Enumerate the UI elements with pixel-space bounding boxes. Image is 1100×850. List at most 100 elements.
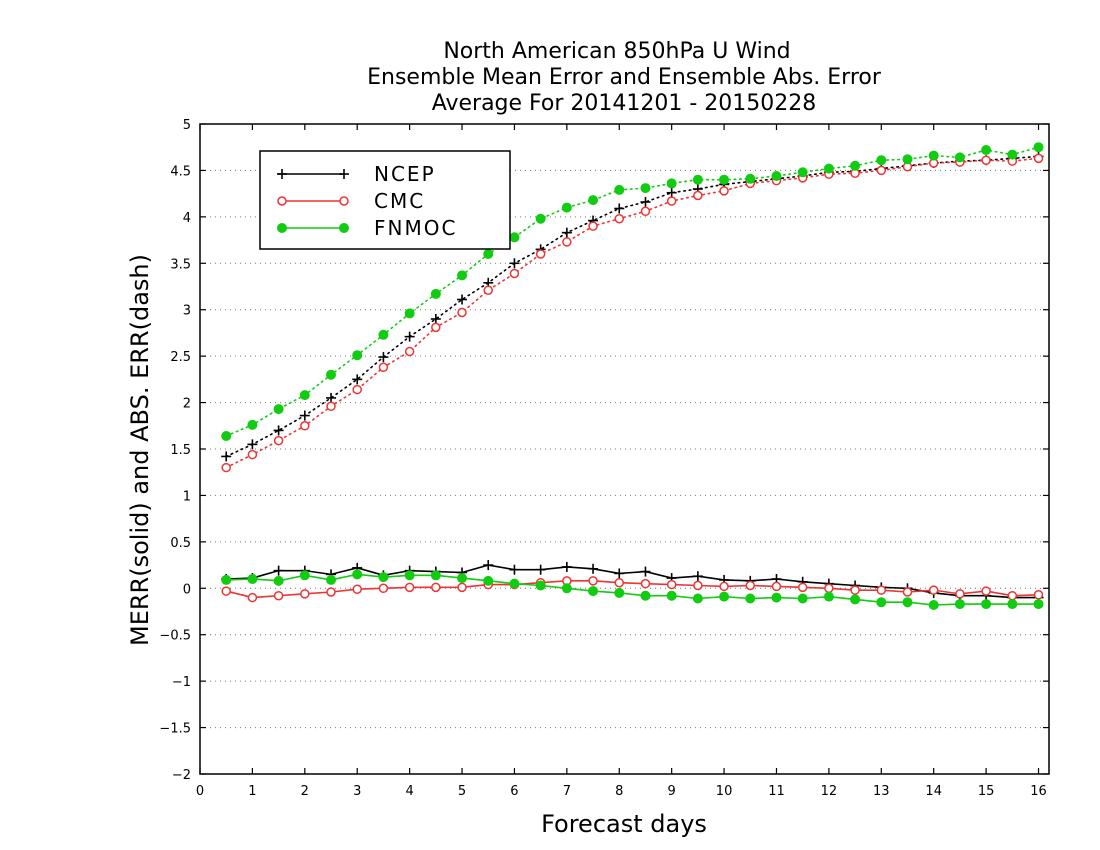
point-fnmoc-merr (876, 597, 887, 608)
point-cmc-merr (614, 577, 625, 588)
point-cmc-abs-err (640, 206, 651, 217)
legend-item-cmc: CMC (277, 189, 423, 213)
point-fnmoc-abs-err (902, 154, 913, 165)
point-ncep-merr (483, 560, 494, 571)
point-cmc-merr (326, 587, 336, 597)
point-fnmoc-abs-err (954, 152, 965, 163)
point-fnmoc-merr (326, 574, 337, 585)
y-tick-label: 1.5 (170, 443, 191, 458)
point-cmc-abs-err (273, 435, 284, 446)
point-ncep-abs-err (457, 294, 468, 305)
point-ncep-abs-err (299, 410, 310, 421)
point-cmc-abs-err (614, 213, 625, 224)
y-tick-label: 3 (183, 304, 191, 319)
point-cmc-merr (666, 579, 677, 590)
point-cmc-abs-err (509, 268, 520, 279)
point-cmc-merr (273, 590, 284, 601)
legend-marker-ncep (339, 169, 349, 179)
x-tick-label: 9 (668, 784, 676, 799)
point-cmc-merr (221, 586, 231, 596)
point-cmc-merr (300, 589, 310, 599)
x-axis: 0 1 2 3 4 5 6 7 8 9 10 11 12 13 14 15 16 (196, 124, 1047, 799)
point-cmc-abs-err (666, 196, 677, 206)
point-ncep-merr (692, 571, 703, 582)
x-tick-label: 7 (563, 784, 571, 799)
point-fnmoc-abs-err (247, 419, 258, 430)
y-tick-label: 1 (183, 489, 191, 504)
y-tick-label: 5 (183, 118, 191, 133)
point-fnmoc-merr (719, 591, 730, 602)
x-axis-title: Forecast days (541, 810, 707, 838)
point-fnmoc-merr (457, 573, 468, 584)
point-fnmoc-abs-err (326, 369, 337, 380)
point-fnmoc-merr (1033, 599, 1044, 610)
point-fnmoc-abs-err (876, 155, 887, 166)
point-cmc-merr (955, 589, 965, 599)
point-cmc-abs-err (588, 221, 598, 231)
point-cmc-abs-err (535, 249, 546, 259)
point-fnmoc-merr (640, 590, 651, 601)
legend-marker-ncep (277, 169, 287, 179)
x-tick-label: 0 (196, 784, 204, 799)
series-line-ncep-merr (226, 564, 1039, 599)
point-cmc-merr (745, 580, 756, 591)
point-cmc-abs-err (326, 401, 336, 412)
title-line-2: Ensemble Mean Error and Ensemble Abs. Er… (367, 65, 882, 90)
point-fnmoc-merr (928, 600, 939, 610)
series-fnmoc (221, 142, 1044, 610)
point-cmc-merr (797, 582, 808, 593)
point-fnmoc-merr (797, 593, 808, 604)
point-fnmoc-abs-err (1033, 142, 1044, 153)
point-fnmoc-merr (588, 586, 599, 597)
point-fnmoc-abs-err (273, 404, 284, 415)
point-fnmoc-merr (954, 599, 965, 610)
x-tick-label: 13 (873, 784, 890, 799)
point-fnmoc-merr (666, 590, 677, 601)
point-cmc-merr (981, 586, 991, 596)
x-tick-label: 8 (615, 784, 623, 799)
point-fnmoc-merr (561, 583, 572, 594)
point-cmc-abs-err (483, 285, 493, 295)
point-fnmoc-abs-err (823, 163, 834, 174)
point-fnmoc-abs-err (299, 390, 310, 401)
x-tick-label: 3 (353, 784, 361, 799)
point-ncep-abs-err (640, 197, 651, 207)
point-cmc-abs-err (876, 165, 887, 176)
series-group (221, 142, 1044, 610)
point-fnmoc-merr (771, 592, 782, 603)
legend-label-ncep: NCEP (374, 162, 436, 186)
point-cmc-abs-err (378, 362, 389, 373)
legend-item-ncep: NCEP (277, 162, 436, 186)
point-fnmoc-merr (247, 574, 258, 584)
point-fnmoc-merr (483, 575, 494, 586)
point-fnmoc-abs-err (719, 174, 730, 185)
point-cmc-merr (431, 582, 441, 593)
y-tick-label: 2.5 (170, 350, 191, 365)
point-cmc-merr (824, 583, 834, 594)
point-cmc-abs-err (247, 449, 258, 460)
point-fnmoc-merr (902, 597, 913, 608)
legend-marker-cmc (277, 196, 287, 206)
point-cmc-merr (247, 592, 258, 603)
point-ncep-merr (561, 561, 572, 572)
point-cmc-abs-err (457, 307, 467, 318)
point-fnmoc-abs-err (483, 249, 494, 259)
point-ncep-abs-err (326, 392, 337, 403)
point-cmc-merr (404, 582, 415, 593)
point-fnmoc-abs-err (666, 178, 677, 189)
point-fnmoc-merr (273, 575, 284, 586)
legend-marker-fnmoc (277, 223, 287, 233)
point-fnmoc-abs-err (457, 270, 468, 281)
point-ncep-merr (614, 568, 625, 579)
point-ncep-abs-err (666, 187, 677, 198)
point-ncep-abs-err (247, 439, 258, 450)
point-fnmoc-merr (981, 599, 992, 610)
x-tick-label: 16 (1030, 784, 1047, 799)
x-tick-label: 6 (510, 784, 518, 799)
point-fnmoc-abs-err (640, 183, 651, 194)
point-fnmoc-merr (614, 587, 625, 598)
y-tick-label: 4 (183, 211, 191, 226)
point-ncep-abs-err (378, 352, 389, 363)
point-fnmoc-abs-err (535, 213, 546, 224)
